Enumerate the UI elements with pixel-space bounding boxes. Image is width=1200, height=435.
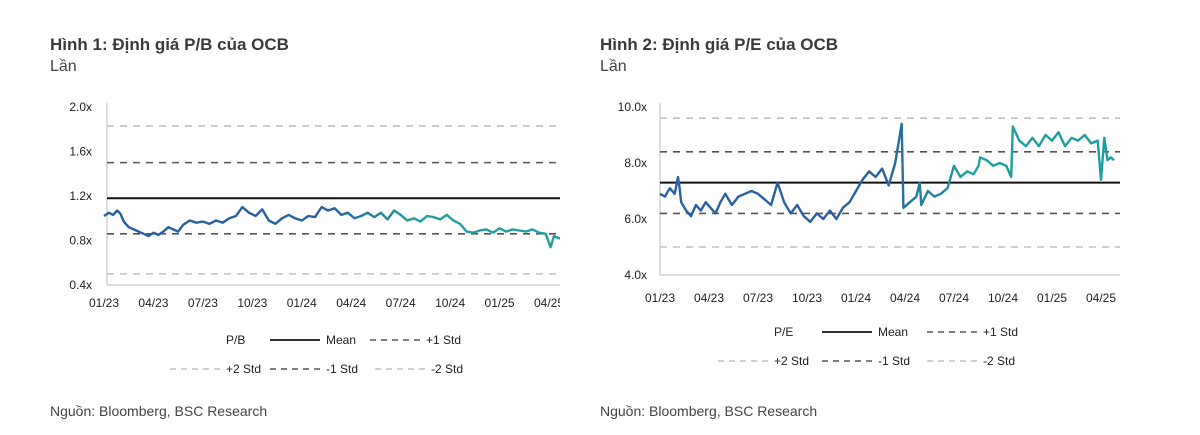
pe-chart-title: Hình 2: Định giá P/E của OCB: [600, 35, 839, 54]
pe-legend-label: -2 Std: [983, 354, 1015, 368]
pb-legend-label: -1 Std: [326, 362, 358, 376]
pe-x-tick-label: 04/24: [890, 291, 920, 305]
pe-x-tick-label: 07/23: [743, 291, 773, 305]
pe-legend-label: P/E: [774, 325, 793, 339]
pb-x-tick-label: 01/24: [287, 296, 317, 310]
pe-chart: 4.0x 6.0x 8.0x 10.0x 01/23 04/23 07/23 10/23 01/…: [618, 100, 1120, 368]
pb-y-tick-label: 0.4x: [69, 278, 92, 292]
pb-y-tick-label: 1.6x: [69, 145, 92, 159]
pb-y-tick-label: 1.2x: [69, 189, 92, 203]
pb-legend-label: +2 Std: [226, 362, 261, 376]
pb-legend-label: Mean: [326, 333, 356, 347]
pe-legend-label: Mean: [878, 325, 908, 339]
pe-y-tick-label: 4.0x: [624, 268, 647, 282]
pb-panel: Hình 1: Định giá P/B của OCB Lần 0.4x 0.8…: [0, 0, 560, 435]
pb-series-line: [103, 205, 560, 249]
pb-y-tick-label: 2.0x: [69, 100, 92, 114]
pb-legend-label: +1 Std: [426, 333, 461, 347]
pe-x-tick-label: 04/25: [1086, 291, 1116, 305]
pb-x-tick-label: 04/23: [138, 296, 168, 310]
pe-panel: Hình 2: Định giá P/E của OCB Lần 4.0x 6.0…: [600, 0, 1160, 435]
pe-source: Nguồn: Bloomberg, BSC Research: [600, 403, 818, 419]
pe-y-tick-label: 10.0x: [618, 100, 647, 114]
pe-x-tick-label: 04/23: [694, 291, 724, 305]
pb-source: Nguồn: Bloomberg, BSC Research: [50, 403, 268, 419]
pe-legend-label: +2 Std: [774, 354, 809, 368]
pb-x-tick-label: 01/23: [89, 296, 119, 310]
pb-legend-label: -2 Std: [431, 362, 463, 376]
pe-x-tick-label: 01/24: [841, 291, 871, 305]
pb-x-tick-label: 01/25: [485, 296, 515, 310]
pb-y-tick-label: 0.8x: [69, 234, 92, 248]
pb-x-tick-label: 04/24: [336, 296, 366, 310]
pe-legend-label: +1 Std: [983, 325, 1018, 339]
pb-x-tick-label: 04/25: [534, 296, 560, 310]
pb-chart: 0.4x 0.8x 1.2x 1.6x 2.0x 01/23 04/23 07/23 10/23…: [69, 100, 560, 376]
pe-y-tick-label: 8.0x: [624, 156, 647, 170]
pe-legend-label: -1 Std: [878, 354, 910, 368]
pe-x-tick-label: 01/25: [1037, 291, 1067, 305]
pb-x-tick-label: 10/24: [435, 296, 465, 310]
pe-x-tick-label: 10/23: [792, 291, 822, 305]
pb-x-tick-label: 07/24: [386, 296, 416, 310]
pb-unit-label: Lần: [50, 58, 77, 75]
pe-y-tick-label: 6.0x: [624, 212, 647, 226]
pe-series-line: [659, 122, 1115, 224]
pb-x-tick-label: 10/23: [237, 296, 267, 310]
pb-x-tick-label: 07/23: [188, 296, 218, 310]
pe-x-tick-label: 10/24: [988, 291, 1018, 305]
pe-unit-label: Lần: [600, 58, 627, 75]
pe-x-tick-label: 07/24: [939, 291, 969, 305]
pb-legend-label: P/B: [226, 333, 245, 347]
pb-chart-title: Hình 1: Định giá P/B của OCB: [50, 35, 289, 54]
pe-x-tick-label: 01/23: [645, 291, 675, 305]
